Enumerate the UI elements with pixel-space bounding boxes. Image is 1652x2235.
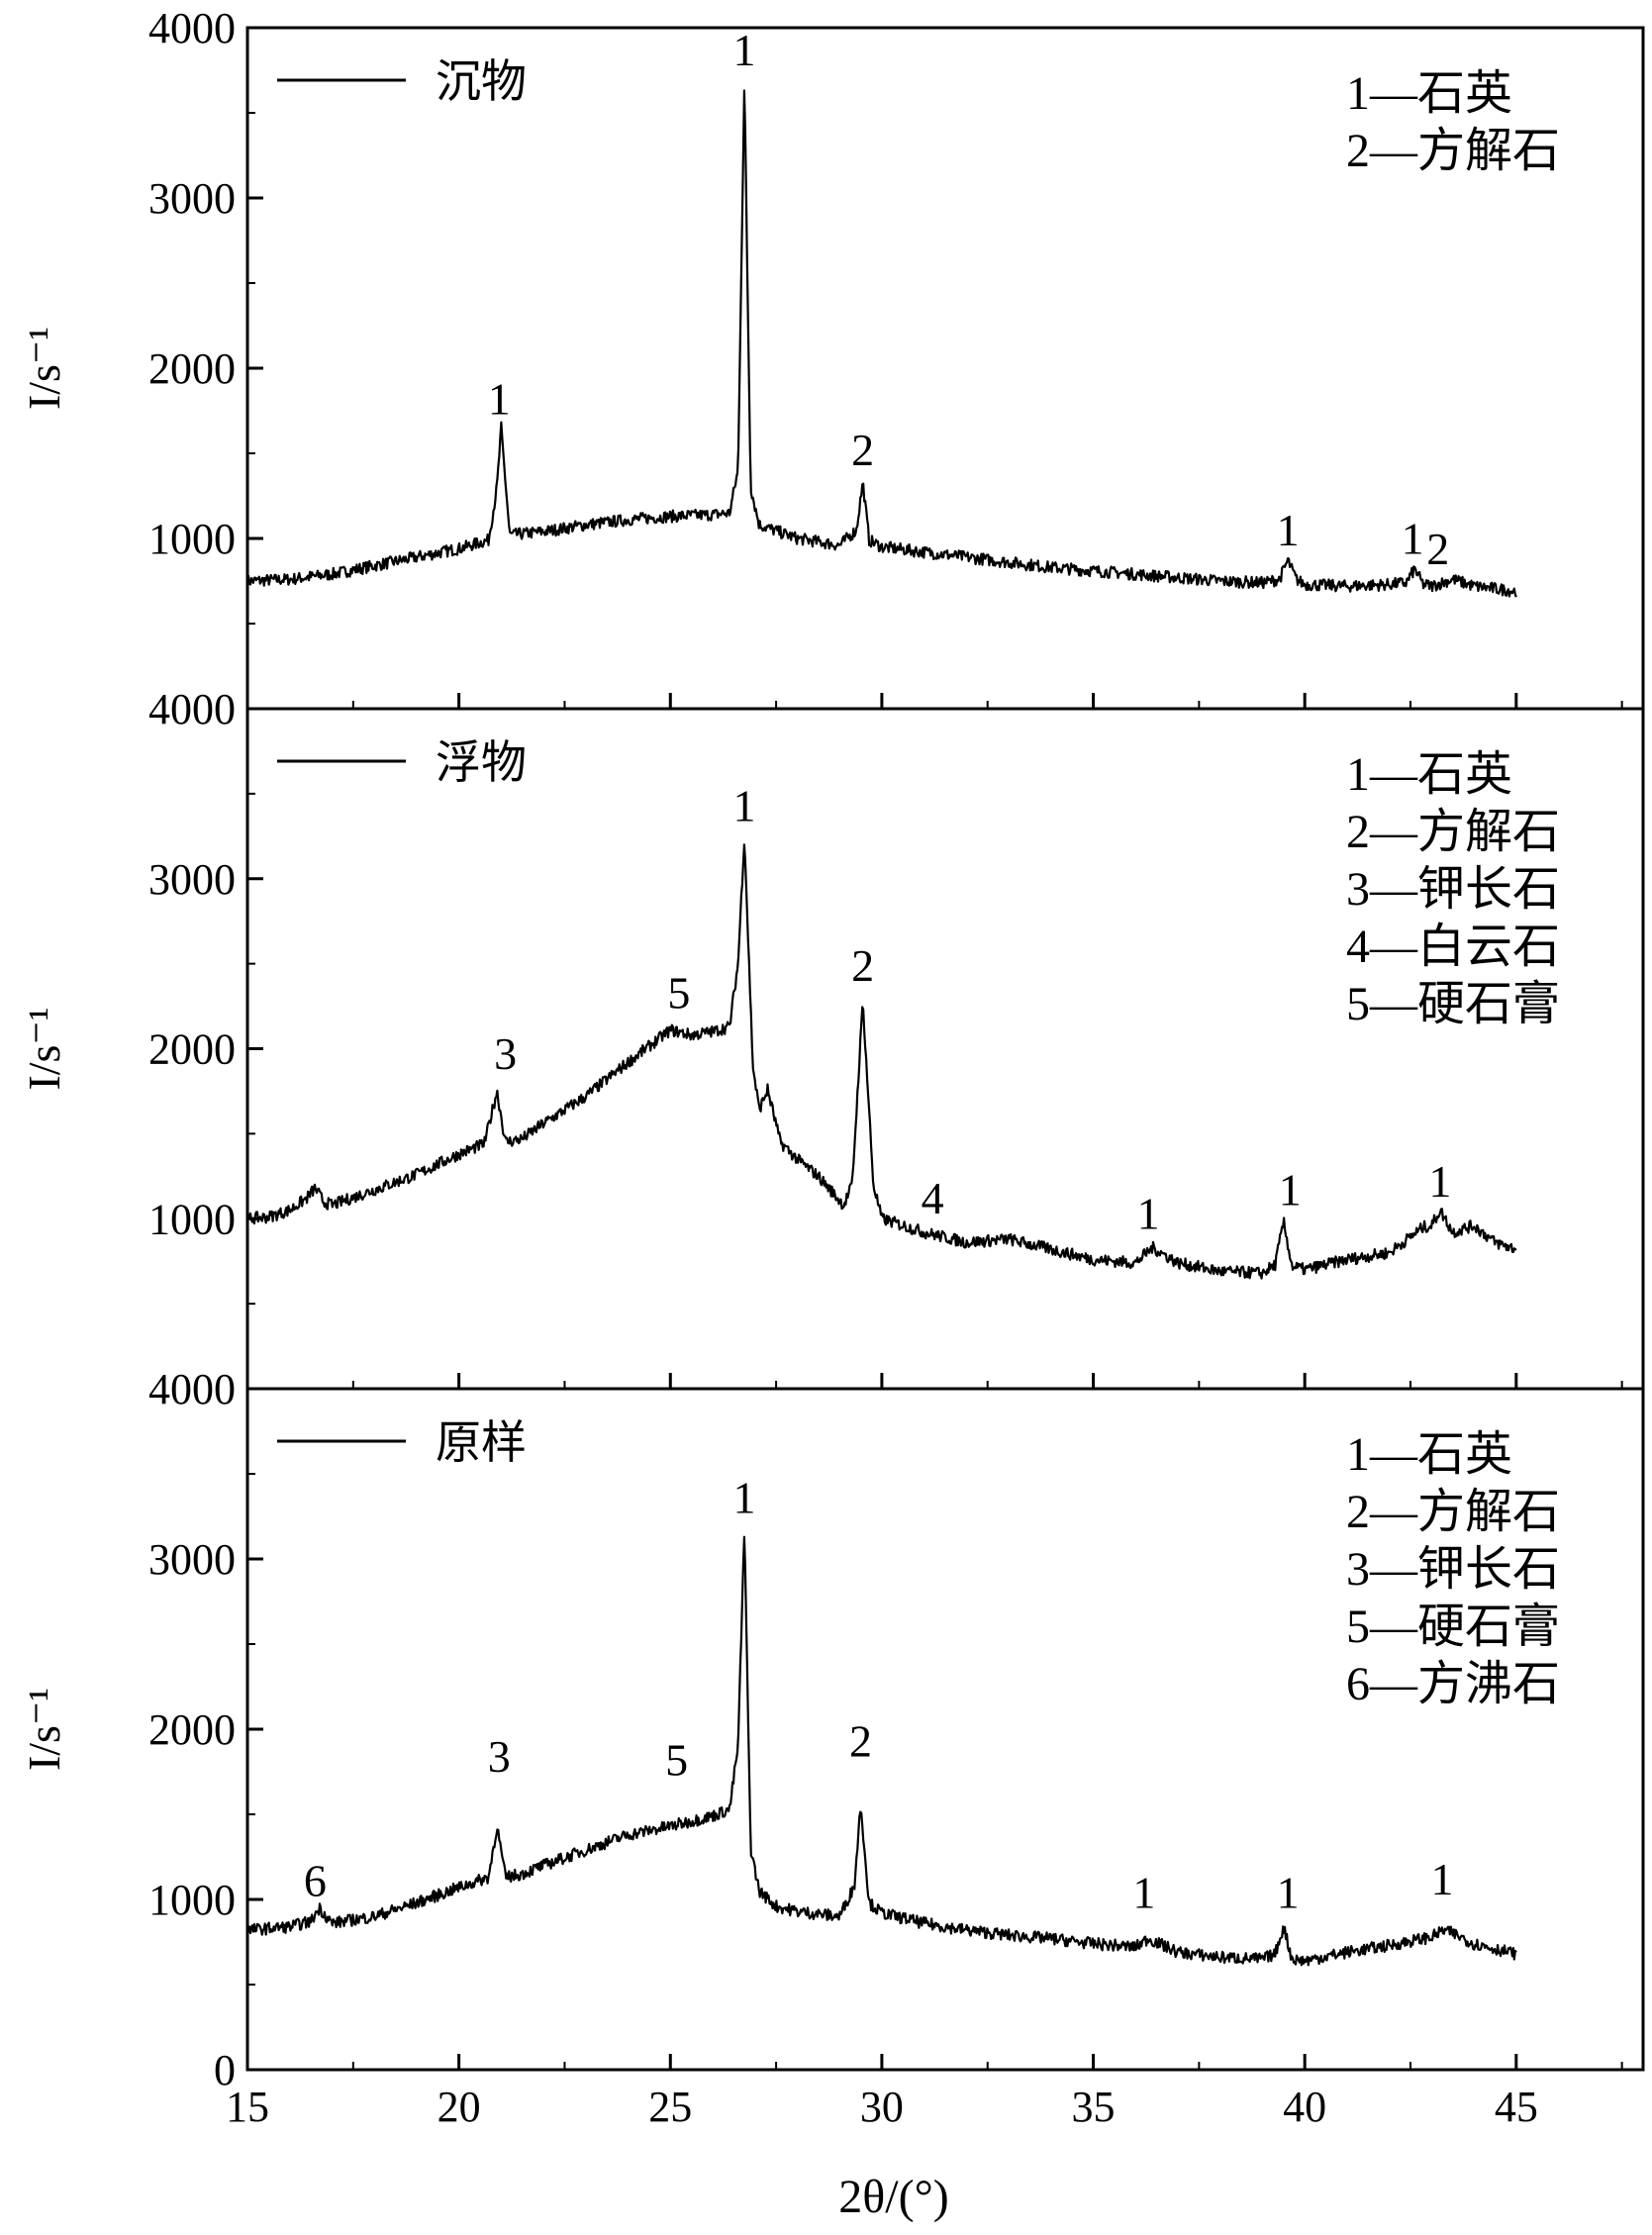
x-tick-label: 35 (1072, 2083, 1116, 2131)
x-tick-label: 40 (1283, 2083, 1326, 2131)
mineral-key-item: 4—白云石 (1346, 921, 1560, 973)
y-axis-title: I/s⁻¹ (19, 1007, 69, 1090)
y-tick-label: 1000 (148, 515, 236, 563)
mineral-key-item: 1—石英 (1346, 1428, 1512, 1481)
y-axis-title: I/s⁻¹ (19, 1688, 69, 1771)
mineral-key-item: 6—方沸石 (1346, 1658, 1560, 1710)
peak-label: 4 (922, 1173, 944, 1223)
peak-label: 1 (1277, 505, 1300, 555)
x-tick-label: 25 (648, 2083, 692, 2131)
peak-label: 2 (851, 425, 874, 475)
legend-label: 沉物 (436, 56, 527, 107)
panel-floats: 1000 2000 3000 4000 I/s⁻¹ 浮物 3 5 1 2 4 1 1 1 1—石英2—方解石… (19, 685, 1645, 1391)
y-tick-label: 2000 (148, 1705, 236, 1754)
peak-label: 1 (733, 25, 756, 75)
mineral-key-item: 5—硬石膏 (1346, 1601, 1560, 1653)
y-tick-label: 1000 (148, 1876, 236, 1924)
mineral-key-item: 5—硬石膏 (1346, 978, 1560, 1030)
y-tick-label: 3000 (148, 174, 236, 223)
y-tick-label: 0 (214, 2046, 236, 2094)
series-line-floats (246, 843, 1517, 1280)
peak-label: 1 (733, 1473, 756, 1523)
peak-label: 1 (1428, 1156, 1451, 1207)
y-tick-label: 2000 (148, 344, 236, 393)
peak-label: 1 (1279, 1165, 1302, 1215)
series-line-raw-sample (245, 1535, 1517, 1967)
mineral-key-item: 1—石英 (1346, 748, 1512, 801)
mineral-key-item: 3—钾长石 (1346, 863, 1560, 916)
peak-label: 6 (304, 1856, 327, 1906)
x-tick-label: 20 (437, 2083, 481, 2131)
legend-label: 原样 (436, 1417, 527, 1468)
peak-label: 3 (494, 1028, 517, 1079)
peak-label: 3 (488, 1731, 511, 1782)
mineral-key-item: 2—方解石 (1346, 806, 1560, 858)
mineral-key-item: 3—钾长石 (1346, 1543, 1560, 1596)
y-tick-label: 2000 (148, 1025, 236, 1074)
peak-label: 1 (1431, 1854, 1454, 1904)
legend-label: 浮物 (436, 737, 527, 788)
peak-label: 1 (1402, 513, 1424, 563)
peak-label: 1 (1132, 1868, 1155, 1918)
y-axis-title: I/s⁻¹ (19, 327, 69, 410)
peak-label: 2 (849, 1716, 872, 1767)
peak-label: 5 (667, 967, 690, 1018)
panel-raw-sample: 0 1000 2000 3000 4000 I/s⁻¹ 原样 6 3 5 1 2 1 1 1 1—石英2—方解… (19, 1365, 1645, 2094)
mineral-key-item: 1—石英 (1346, 67, 1512, 120)
mineral-key-item: 2—方解石 (1346, 125, 1560, 177)
series-line-sinks (245, 89, 1517, 598)
peak-label: 1 (1137, 1189, 1160, 1239)
peak-label: 2 (1426, 524, 1449, 574)
x-axis-title: 2θ/(°) (838, 2171, 949, 2223)
x-tick-label: 45 (1495, 2083, 1538, 2131)
y-tick-label: 4000 (148, 4, 236, 52)
y-tick-label: 3000 (148, 1535, 236, 1584)
x-tick-label: 15 (226, 2083, 269, 2131)
x-tick-label: 30 (860, 2083, 904, 2131)
peak-label: 5 (665, 1734, 688, 1785)
peak-label: 1 (488, 373, 511, 424)
y-tick-label: 1000 (148, 1195, 236, 1243)
mineral-key-item: 2—方解石 (1346, 1486, 1560, 1538)
peak-label: 1 (733, 780, 756, 830)
y-tick-label: 3000 (148, 855, 236, 904)
y-tick-label: 4000 (148, 1365, 236, 1413)
y-tick-label: 4000 (148, 685, 236, 733)
peak-label: 1 (1277, 1868, 1300, 1918)
peak-label: 2 (851, 940, 874, 991)
